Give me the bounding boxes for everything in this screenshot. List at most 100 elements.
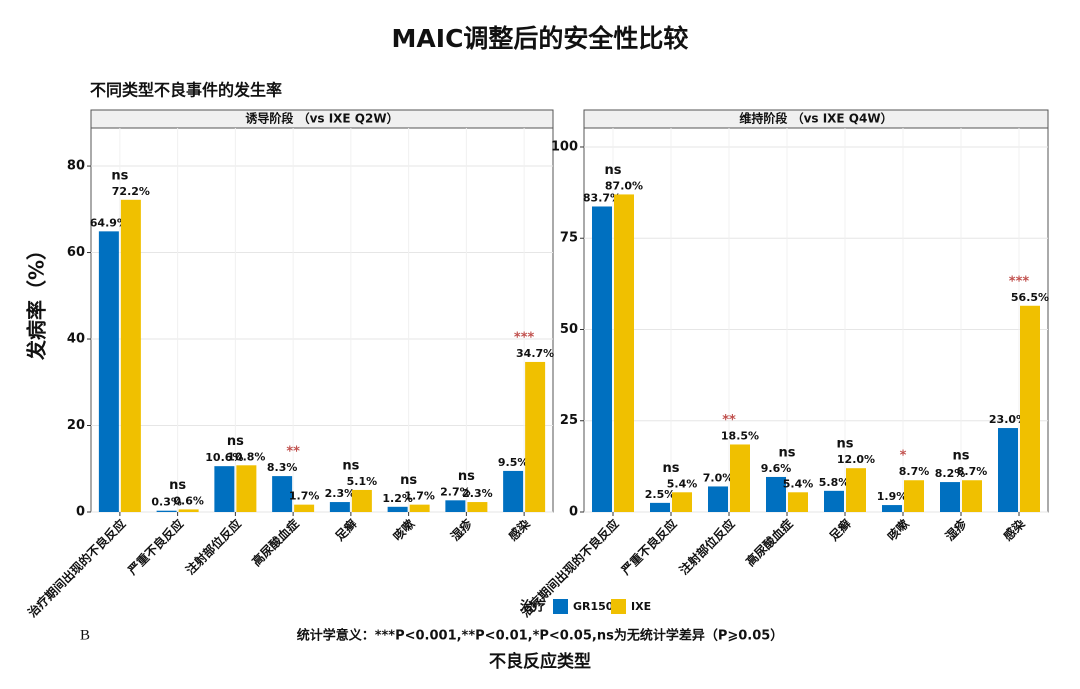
- bar: [614, 194, 634, 512]
- value-label: 10.6%: [205, 451, 243, 464]
- bar: [236, 465, 257, 512]
- bar: [846, 468, 866, 512]
- x-tick-label: 注射部位反应: [676, 516, 738, 578]
- value-label: 34.7%: [516, 347, 554, 360]
- x-tick-label: 感染: [1000, 515, 1028, 543]
- y-tick-label: 75: [560, 231, 578, 246]
- y-tick-label: 80: [67, 159, 85, 174]
- x-tick-label: 湿疹: [447, 515, 475, 543]
- y-tick-label: 0: [76, 505, 85, 520]
- legend-title: 治疗: [520, 599, 546, 615]
- bar: [445, 500, 466, 512]
- bar: [672, 492, 692, 512]
- value-label: 1.2%: [382, 492, 413, 505]
- y-tick-label: 0: [569, 505, 578, 520]
- value-label: 5.1%: [347, 475, 378, 488]
- value-label: 2.7%: [440, 485, 471, 498]
- significance-label: **: [722, 413, 736, 428]
- bar: [592, 206, 612, 513]
- bar: [882, 505, 902, 512]
- x-tick-label: 注射部位反应: [182, 516, 244, 578]
- value-label: 12.0%: [837, 453, 875, 466]
- significance-label: ns: [227, 434, 244, 449]
- bar: [525, 361, 546, 512]
- x-tick-label: 高尿酸血症: [249, 516, 302, 569]
- plot-panel: [90, 127, 554, 513]
- significance-label: ns: [458, 469, 475, 484]
- value-label: 2.5%: [645, 488, 676, 501]
- panel-label: B: [80, 627, 90, 643]
- bar: [120, 199, 141, 512]
- bar: [940, 482, 960, 512]
- x-tick-label: 高尿酸血症: [743, 516, 796, 569]
- footnote: 统计学意义：***P<0.001,**P<0.01,*P<0.05,ns为无统计…: [297, 628, 784, 644]
- value-label: 8.2%: [935, 467, 966, 480]
- significance-label: ns: [779, 445, 796, 460]
- x-tick-label: 感染: [505, 515, 533, 543]
- chart-subtitle: 不同类型不良事件的发生率: [90, 81, 282, 100]
- significance-label: ns: [663, 461, 680, 476]
- bar: [294, 504, 315, 512]
- legend-label: IXE: [631, 600, 651, 613]
- x-tick-label: 治疗期间出现的不良反应: [25, 516, 129, 620]
- bar: [329, 502, 350, 512]
- value-label: 64.9%: [90, 216, 128, 229]
- bar: [824, 490, 844, 512]
- value-label: 18.5%: [721, 429, 759, 442]
- value-label: 0.3%: [151, 496, 182, 509]
- y-tick-label: 25: [560, 413, 578, 428]
- y-axis-label: 发病率（%）: [25, 240, 49, 361]
- significance-label: ***: [1009, 274, 1030, 289]
- value-label: 5.4%: [667, 477, 698, 490]
- bar: [1020, 305, 1040, 512]
- bar: [788, 492, 808, 512]
- y-tick-label: 100: [551, 139, 578, 154]
- bar: [214, 466, 235, 512]
- value-label: 0.6%: [173, 494, 204, 507]
- significance-label: ns: [169, 478, 186, 493]
- plot-panel: [583, 127, 1049, 513]
- x-tick-label: 严重不良反应: [617, 516, 679, 578]
- facet-title: 诱导阶段 （vs IXE Q2W）: [245, 111, 398, 126]
- bar: [503, 470, 524, 512]
- value-label: 23.0%: [989, 413, 1027, 426]
- x-tick-label: 足癣: [826, 516, 854, 544]
- significance-label: ns: [400, 473, 417, 488]
- x-tick-label: 严重不良反应: [124, 516, 186, 578]
- x-tick-label: 足癣: [332, 516, 360, 544]
- x-tick-label: 咳嗽: [884, 516, 912, 544]
- significance-label: ns: [837, 437, 854, 452]
- chart-title: MAIC调整后的安全性比较: [392, 24, 689, 53]
- legend-swatch: [553, 599, 568, 614]
- bar: [650, 502, 670, 512]
- bar: [467, 502, 488, 512]
- significance-label: ns: [342, 458, 359, 473]
- bar: [708, 486, 728, 512]
- value-label: 9.5%: [498, 456, 529, 469]
- value-label: 2.3%: [462, 487, 493, 500]
- y-tick-label: 20: [67, 418, 85, 433]
- bar: [156, 510, 177, 512]
- value-label: 1.9%: [877, 490, 908, 503]
- y-tick-label: 40: [67, 332, 85, 347]
- significance-label: ns: [111, 168, 128, 183]
- value-label: 5.4%: [783, 477, 814, 490]
- value-label: 1.7%: [289, 490, 320, 503]
- legend-swatch: [611, 599, 626, 614]
- bar: [272, 476, 293, 512]
- legend-label: GR1501: [573, 600, 621, 613]
- bar: [962, 480, 982, 512]
- x-tick-label: 咳嗽: [390, 516, 418, 544]
- facet-title: 维持阶段 （vs IXE Q4W）: [739, 111, 892, 126]
- value-label: 1.7%: [404, 490, 435, 503]
- x-axis-label: 不良反应类型: [489, 651, 591, 672]
- value-label: 2.3%: [325, 487, 356, 500]
- significance-label: *: [900, 449, 907, 464]
- bar: [387, 506, 408, 512]
- bar: [409, 504, 430, 512]
- bar: [98, 231, 119, 512]
- significance-label: ns: [953, 449, 970, 464]
- bar: [730, 444, 750, 512]
- value-label: 8.7%: [957, 465, 988, 478]
- bar: [178, 509, 199, 512]
